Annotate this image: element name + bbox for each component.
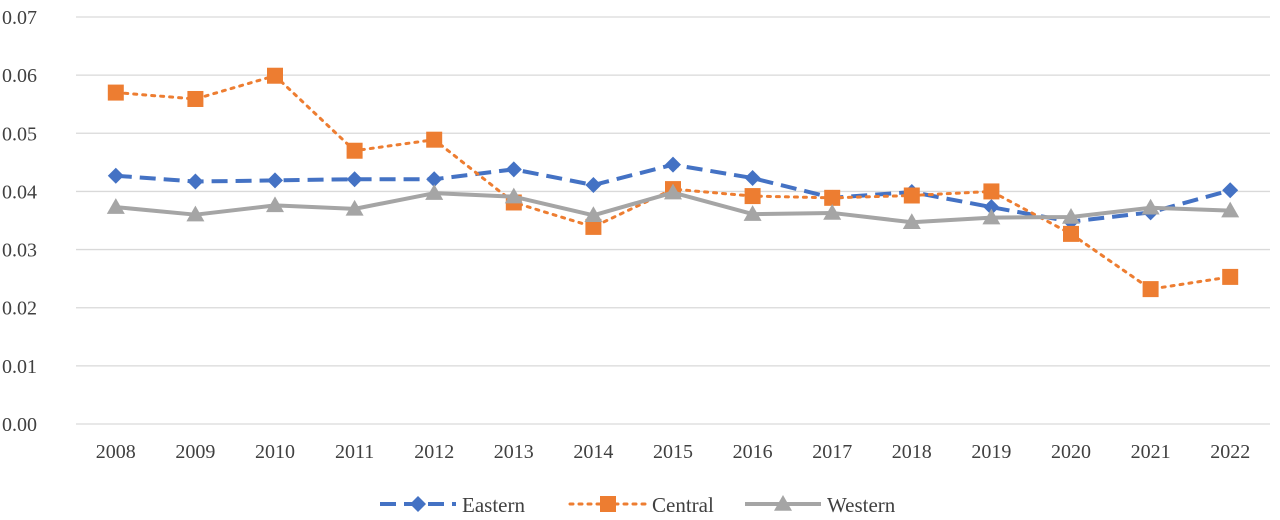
- data-point-eastern: [187, 173, 204, 190]
- x-tick-label: 2016: [733, 441, 773, 463]
- x-tick-label: 2022: [1210, 441, 1250, 463]
- data-point-eastern: [744, 170, 761, 187]
- legend-marker-central: [600, 496, 616, 512]
- y-tick-label: 0.07: [2, 7, 37, 29]
- data-point-central: [824, 189, 841, 206]
- x-tick-label: 2012: [414, 441, 454, 463]
- series-group: [106, 67, 1240, 298]
- data-point-eastern: [1222, 182, 1239, 199]
- x-tick-label: 2019: [971, 441, 1011, 463]
- data-point-central: [983, 183, 1000, 200]
- data-point-western: [186, 205, 205, 222]
- y-axis: 0.00 0.01 0.02 0.03 0.04 0.05 0.06 0.07: [2, 7, 37, 436]
- data-point-central: [744, 188, 761, 205]
- data-point-western: [106, 198, 125, 214]
- data-point-central: [1063, 225, 1079, 242]
- data-point-eastern: [107, 167, 124, 184]
- legend-label-central: Central: [652, 493, 714, 517]
- data-point-eastern: [983, 199, 1000, 216]
- data-point-central: [187, 90, 204, 107]
- legend-label-eastern: Eastern: [462, 493, 525, 517]
- data-point-western: [1141, 198, 1160, 215]
- x-tick-label: 2015: [653, 441, 693, 463]
- data-point-western: [823, 203, 842, 220]
- data-point-eastern: [505, 161, 522, 178]
- x-tick-label: 2010: [255, 441, 295, 463]
- data-point-central: [1142, 281, 1159, 298]
- y-tick-label: 0.00: [2, 414, 37, 436]
- data-point-eastern: [346, 171, 363, 188]
- legend-item-central: Central: [568, 493, 714, 517]
- data-point-western: [1062, 208, 1080, 224]
- y-tick-label: 0.05: [2, 123, 37, 145]
- data-point-western: [1221, 201, 1240, 218]
- legend: Eastern Central Western: [380, 493, 896, 517]
- legend-marker-western: [774, 495, 792, 511]
- x-tick-label: 2021: [1131, 441, 1171, 463]
- data-point-western: [902, 213, 921, 229]
- data-point-western: [743, 205, 762, 221]
- legend-marker-eastern: [410, 496, 426, 512]
- x-tick-label: 2013: [494, 441, 534, 463]
- legend-label-western: Western: [827, 493, 896, 517]
- x-tick-label: 2008: [96, 441, 136, 463]
- y-tick-label: 0.06: [2, 65, 37, 87]
- x-tick-label: 2017: [812, 441, 852, 463]
- data-point-central: [426, 131, 443, 148]
- data-point-western: [425, 184, 444, 200]
- x-tick-label: 2020: [1051, 441, 1091, 463]
- data-point-central: [346, 142, 363, 159]
- data-point-eastern: [585, 177, 602, 194]
- data-point-eastern: [665, 156, 681, 173]
- data-point-eastern: [267, 172, 283, 189]
- data-point-eastern: [426, 171, 443, 188]
- y-tick-label: 0.04: [2, 181, 37, 203]
- data-point-western: [982, 208, 1001, 225]
- x-tick-label: 2011: [335, 441, 374, 463]
- data-point-western: [345, 199, 364, 216]
- data-point-central: [585, 218, 602, 235]
- x-axis: 2008 2009 2010 2011 2012 2013 2014 2015 2016 2017…: [96, 441, 1250, 463]
- y-tick-label: 0.03: [2, 240, 37, 262]
- x-tick-label: 2014: [573, 441, 613, 463]
- legend-item-western: Western: [745, 493, 896, 517]
- data-point-central: [1222, 268, 1239, 285]
- data-point-western: [664, 183, 682, 200]
- data-point-western: [266, 196, 284, 213]
- data-point-central: [107, 84, 124, 101]
- data-point-western: [504, 187, 523, 204]
- legend-item-eastern: Eastern: [380, 493, 525, 517]
- data-point-western: [584, 206, 603, 223]
- y-tick-label: 0.02: [2, 298, 37, 320]
- y-tick-label: 0.01: [2, 356, 37, 378]
- data-point-central: [267, 67, 283, 84]
- x-tick-label: 2009: [175, 441, 215, 463]
- x-tick-label: 2018: [892, 441, 932, 463]
- data-point-central: [903, 187, 920, 204]
- series-western: [106, 183, 1240, 229]
